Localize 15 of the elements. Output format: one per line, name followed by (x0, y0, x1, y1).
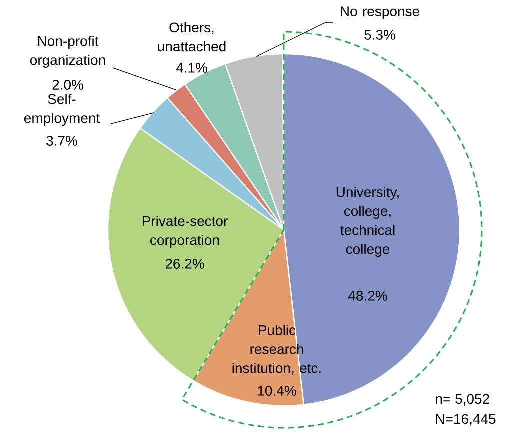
data-label: 5.3% (364, 30, 396, 40)
slice-label: Self-employment (24, 94, 100, 126)
data-label: 26.2% (166, 259, 204, 269)
slice-label: Non-profit organization (30, 36, 106, 68)
slice-label: No response (341, 6, 420, 20)
data-label: 4.1% (176, 63, 208, 73)
text: N=16,445 (436, 414, 496, 426)
slice-label: University, college, technical college (336, 186, 399, 258)
data-label: 3.7% (46, 136, 78, 146)
slice-label: Private-sector corporation (142, 216, 228, 248)
data-label: 48.2% (348, 291, 388, 301)
data-label: 10.4% (258, 386, 296, 396)
data-label: 2.0% (52, 80, 84, 90)
text: n= 5,052 (436, 394, 490, 406)
slice-label: Others, unattached (158, 22, 226, 52)
